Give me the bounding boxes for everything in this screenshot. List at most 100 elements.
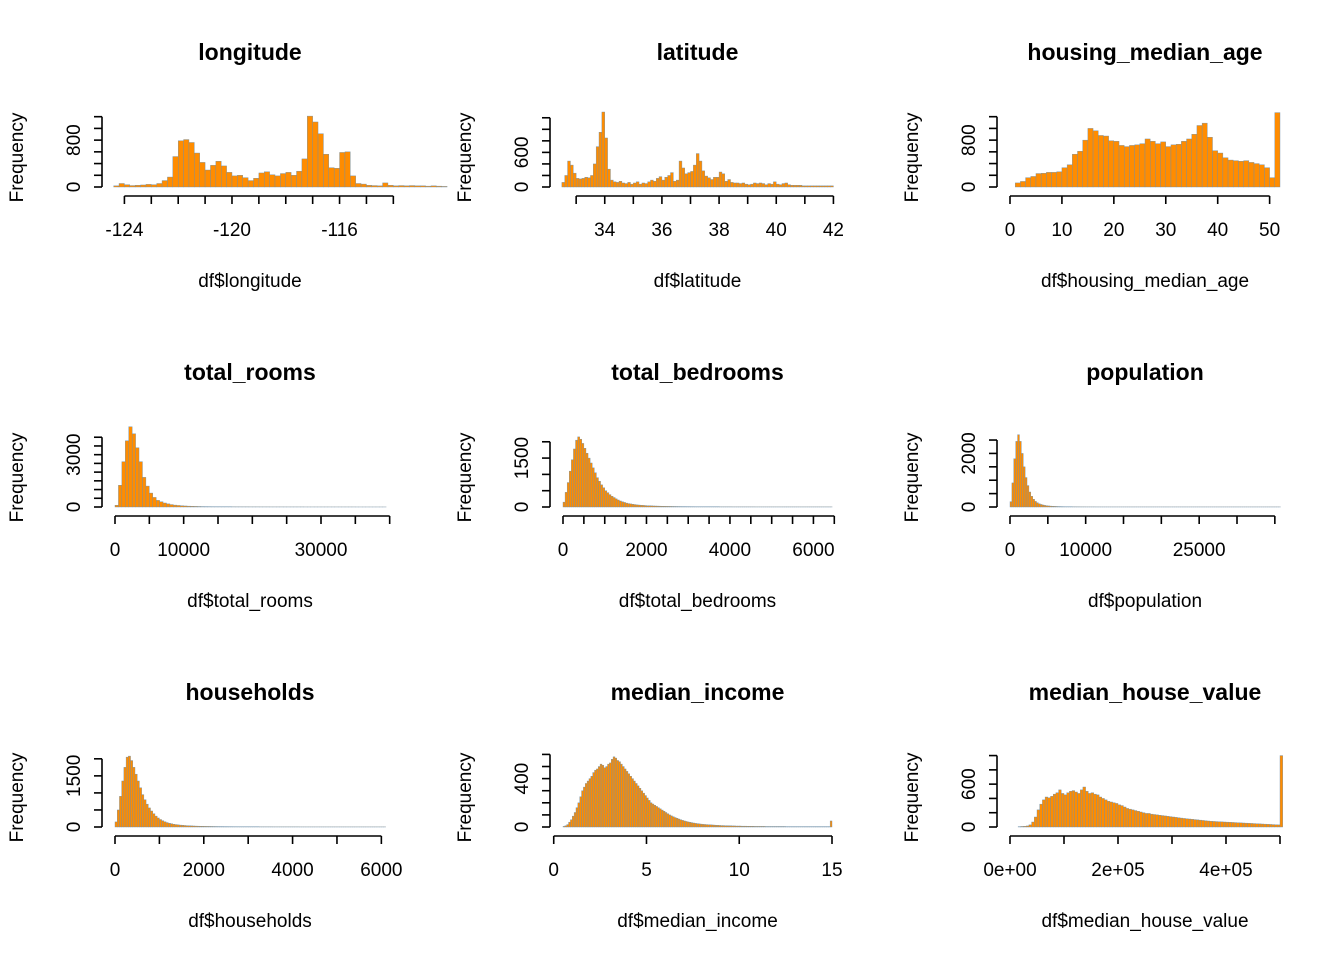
histogram-bar bbox=[344, 151, 351, 188]
histogram-bar bbox=[253, 178, 260, 188]
histogram-bar bbox=[1268, 824, 1273, 828]
histogram-bar bbox=[818, 185, 823, 188]
histogram-bar bbox=[592, 772, 595, 828]
histogram-bar bbox=[403, 185, 410, 188]
histogram-bar bbox=[672, 816, 675, 828]
histogram-bar bbox=[793, 185, 797, 188]
histogram-bar bbox=[436, 185, 442, 188]
histogram-bar bbox=[1166, 816, 1170, 828]
histogram-bar bbox=[637, 504, 641, 508]
x-tick-label: 30000 bbox=[295, 540, 348, 561]
histogram-bar bbox=[1248, 162, 1255, 188]
histogram-bar bbox=[307, 115, 313, 188]
histogram-bar bbox=[562, 826, 566, 828]
histogram-bar bbox=[687, 821, 690, 828]
histogram-bar bbox=[1112, 802, 1116, 828]
histogram-bar bbox=[130, 760, 133, 828]
histogram-bar bbox=[1149, 141, 1156, 188]
histogram-bar bbox=[1023, 466, 1026, 508]
histogram-bar bbox=[1139, 143, 1146, 188]
histogram-bar bbox=[204, 169, 211, 188]
histogram-bar bbox=[1196, 819, 1200, 828]
histogram-bar bbox=[210, 165, 217, 188]
histogram-bar bbox=[570, 819, 573, 828]
histogram-bar bbox=[1274, 112, 1281, 188]
histogram-bar bbox=[131, 433, 136, 508]
histogram-bar bbox=[827, 185, 831, 188]
histogram-bar bbox=[258, 172, 265, 188]
histogram-bar bbox=[173, 504, 177, 508]
histogram-bar bbox=[810, 185, 814, 188]
histogram-bar bbox=[205, 826, 209, 828]
histogram-bar bbox=[119, 796, 122, 828]
histogram-bar bbox=[1056, 171, 1063, 188]
histogram-bar bbox=[568, 821, 571, 828]
histogram-bars bbox=[1014, 112, 1281, 188]
histogram-bar bbox=[599, 763, 603, 828]
histogram-bar bbox=[578, 178, 583, 188]
histogram-bar bbox=[776, 183, 780, 188]
x-tick-label: 10 bbox=[1051, 220, 1072, 241]
panel-title: latitude bbox=[657, 39, 739, 65]
histogram-bar bbox=[571, 459, 574, 508]
histogram-bar bbox=[179, 824, 182, 828]
histogram-bar bbox=[635, 783, 638, 828]
histogram-bar bbox=[1009, 501, 1013, 508]
y-tick-label: 600 bbox=[512, 137, 533, 169]
histogram-bar bbox=[690, 822, 694, 828]
histogram-bar bbox=[664, 176, 668, 188]
histogram-panel-median_income: 0 5 10 15 0 400 median_income df$median_income F… bbox=[455, 679, 843, 932]
histogram-bar bbox=[784, 182, 788, 188]
histogram-bar bbox=[575, 439, 578, 508]
histogram-bar bbox=[736, 182, 740, 188]
histogram-bar bbox=[1220, 821, 1224, 828]
histogram-bar bbox=[1108, 140, 1115, 188]
histogram-bar bbox=[159, 819, 162, 828]
histogram-bar bbox=[704, 175, 708, 188]
histogram-bar bbox=[598, 131, 603, 188]
histogram-bar bbox=[1128, 808, 1132, 828]
histogram-bar bbox=[644, 183, 648, 188]
histogram-bar bbox=[1238, 161, 1244, 188]
histogram-bar bbox=[1217, 152, 1224, 188]
histogram-bar bbox=[1223, 821, 1227, 828]
histogram-bar bbox=[667, 175, 671, 188]
histogram-bar bbox=[673, 506, 676, 508]
histogram-bar bbox=[121, 461, 126, 508]
histogram-bar bbox=[134, 773, 138, 828]
histogram-bar bbox=[1123, 806, 1127, 828]
histogram-bar bbox=[1118, 145, 1125, 188]
histogram-bar bbox=[564, 492, 568, 508]
x-tick-label: 40 bbox=[766, 220, 787, 241]
panel-title: population bbox=[1086, 359, 1204, 385]
histogram-bar bbox=[674, 817, 677, 828]
histogram-bar bbox=[371, 185, 378, 188]
histogram-bar bbox=[197, 506, 202, 508]
histogram-bar bbox=[593, 163, 597, 188]
histogram-bar bbox=[1021, 453, 1024, 508]
histogram-bar bbox=[796, 185, 800, 188]
histogram-bar bbox=[1175, 144, 1182, 188]
histogram-bar bbox=[124, 184, 130, 188]
histogram-bar bbox=[587, 457, 591, 508]
histogram-bar bbox=[750, 826, 753, 828]
histogram-bar bbox=[707, 824, 710, 828]
histogram-bar bbox=[739, 825, 742, 828]
histogram-bar bbox=[1024, 477, 1028, 508]
histogram-bar bbox=[602, 487, 605, 508]
histogram-bar bbox=[1206, 820, 1210, 828]
histogram-bar bbox=[113, 185, 120, 188]
histogram-bar bbox=[167, 176, 174, 188]
histogram-bar bbox=[642, 505, 645, 508]
histogram-bar bbox=[650, 505, 653, 508]
histogram-bar bbox=[1179, 817, 1183, 828]
histogram-bar bbox=[1196, 125, 1203, 188]
histogram-bar bbox=[623, 502, 626, 508]
x-tick-label: 34 bbox=[594, 220, 616, 241]
histogram-bar bbox=[720, 825, 723, 828]
histogram-bar bbox=[583, 448, 587, 508]
histogram-bar bbox=[696, 823, 699, 828]
histogram-bar bbox=[620, 763, 623, 828]
histogram-bar bbox=[647, 181, 651, 188]
histogram-bar bbox=[731, 825, 734, 828]
